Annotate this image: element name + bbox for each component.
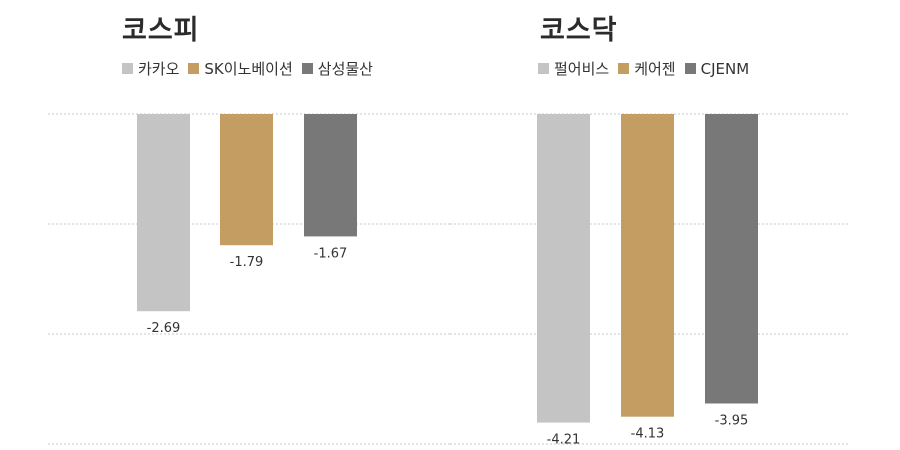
legend-item-kakao: 카카오	[122, 58, 179, 79]
kosdaq-plot-area: -4.21 -4.13 -3.95	[450, 113, 848, 448]
legend-label-caregen: 케어젠	[634, 60, 676, 78]
value-label-sk-innovation: -1.79	[230, 255, 264, 270]
kosdaq-chart-title: 코스닥	[540, 15, 618, 46]
legend-label-samsung-ct: 삼성물산	[317, 60, 373, 78]
kospi-plot-area: -2.69 -1.79 -1.67	[48, 113, 450, 445]
legend-swatch-caregen	[618, 63, 630, 74]
legend-item-pearl-abyss: 펄어비스	[538, 58, 609, 79]
kospi-chart-panel: 코스피 카카오 SK이노베이션 삼성물산 -2.69 -1.79 -1.67	[48, 15, 450, 445]
value-label-samsung-ct: -1.67	[314, 246, 348, 261]
value-label-kakao: -2.69	[147, 321, 181, 336]
legend-swatch-sk-innovation	[188, 63, 200, 74]
kosdaq-legend: 펄어비스 케어젠 CJENM	[538, 58, 758, 79]
bar-samsung-ct	[304, 114, 357, 237]
value-label-caregen: -4.13	[631, 427, 665, 442]
kospi-legend: 카카오 SK이노베이션 삼성물산	[122, 58, 382, 79]
legend-item-cjenm: CJENM	[684, 59, 750, 78]
bar-sk-innovation	[220, 114, 273, 246]
legend-label-pearl-abyss: 펄어비스	[554, 60, 610, 78]
legend-label-kakao: 카카오	[138, 60, 180, 78]
value-label-pearl-abyss: -4.21	[547, 433, 581, 448]
bar-kakao	[137, 114, 190, 312]
legend-label-sk-innovation: SK이노베이션	[204, 60, 293, 78]
value-label-cjenm: -3.95	[715, 414, 749, 429]
legend-item-sk-innovation: SK이노베이션	[188, 58, 293, 79]
legend-swatch-pearl-abyss	[538, 63, 549, 74]
bar-cjenm	[705, 114, 758, 404]
kospi-chart-title: 코스피	[122, 15, 200, 46]
legend-swatch-cjenm	[684, 63, 696, 74]
bar-caregen	[621, 114, 674, 417]
legend-swatch-kakao	[122, 63, 133, 74]
legend-item-caregen: 케어젠	[618, 58, 676, 79]
kosdaq-chart-panel: 코스닥 펄어비스 케어젠 CJENM -4.21 -4.13 -3.95	[450, 0, 900, 450]
legend-swatch-samsung-ct	[301, 63, 313, 74]
legend-item-samsung-ct: 삼성물산	[301, 58, 373, 79]
bar-pearl-abyss	[537, 114, 590, 423]
legend-label-cjenm: CJENM	[700, 59, 750, 78]
